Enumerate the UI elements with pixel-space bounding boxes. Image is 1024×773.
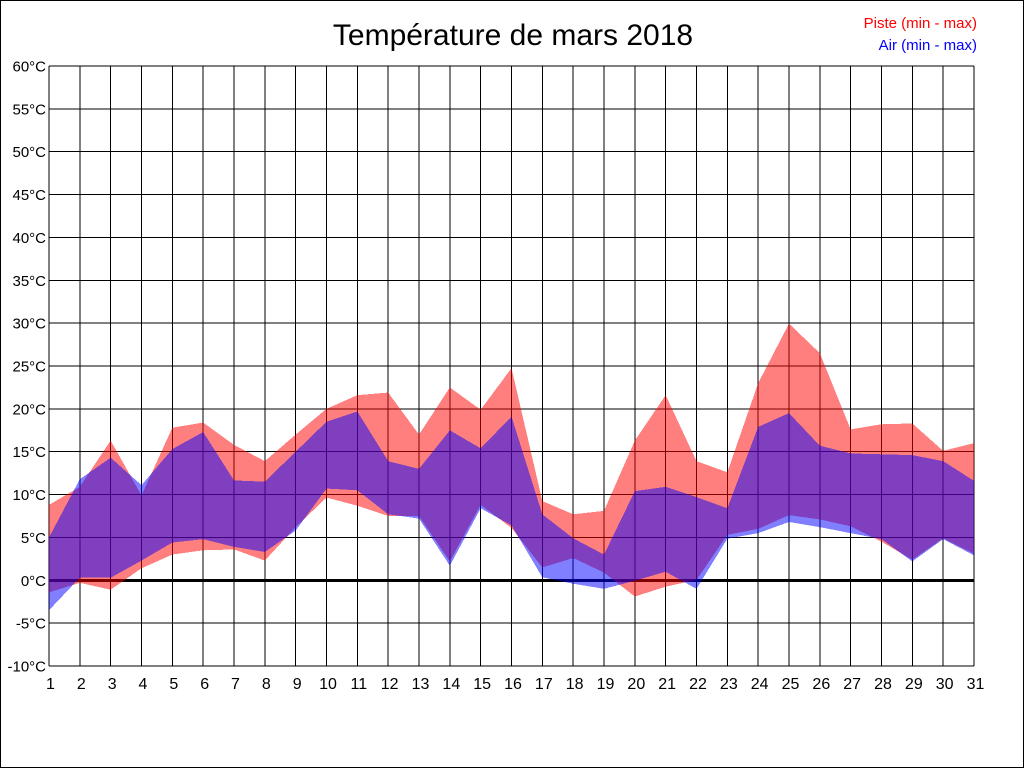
svg-text:31: 31 [967,676,985,693]
svg-text:Température de mars 2018: Température de mars 2018 [333,19,693,52]
svg-text:20°C: 20°C [12,401,46,418]
svg-text:2: 2 [77,676,86,693]
svg-text:20: 20 [627,676,645,693]
svg-text:Piste (min - max): Piste (min - max) [864,15,977,32]
svg-text:50°C: 50°C [12,144,46,161]
svg-text:30: 30 [936,676,954,693]
svg-text:5: 5 [169,676,178,693]
svg-text:5°C: 5°C [21,530,46,547]
svg-text:55°C: 55°C [12,101,46,118]
svg-text:45°C: 45°C [12,187,46,204]
svg-text:4: 4 [139,676,148,693]
svg-text:22: 22 [689,676,707,693]
svg-text:6: 6 [200,676,209,693]
svg-text:21: 21 [658,676,676,693]
svg-text:-5°C: -5°C [16,616,46,633]
svg-text:9: 9 [293,676,302,693]
svg-text:1: 1 [46,676,55,693]
svg-text:17: 17 [535,676,553,693]
svg-text:11: 11 [351,676,368,693]
svg-text:35°C: 35°C [12,273,46,290]
svg-text:15°C: 15°C [12,444,46,461]
svg-text:13: 13 [412,676,430,693]
svg-text:10: 10 [319,676,337,693]
svg-text:28: 28 [874,676,892,693]
svg-text:12: 12 [381,676,399,693]
svg-text:7: 7 [231,676,240,693]
svg-text:23: 23 [720,676,738,693]
svg-text:16: 16 [504,676,522,693]
svg-text:-10°C: -10°C [7,659,46,676]
svg-text:29: 29 [905,676,923,693]
svg-text:40°C: 40°C [12,230,46,247]
svg-text:Air (min - max): Air (min - max) [879,37,977,54]
svg-text:26: 26 [812,676,830,693]
svg-text:18: 18 [566,676,584,693]
svg-text:15: 15 [473,676,491,693]
svg-text:25°C: 25°C [12,359,46,376]
svg-text:19: 19 [597,676,615,693]
svg-text:10°C: 10°C [12,487,46,504]
svg-text:27: 27 [843,676,861,693]
svg-text:30°C: 30°C [12,316,46,333]
svg-text:8: 8 [262,676,271,693]
svg-text:3: 3 [108,676,117,693]
svg-text:0°C: 0°C [21,573,46,590]
svg-text:25: 25 [782,676,800,693]
svg-text:14: 14 [442,676,460,693]
svg-text:60°C: 60°C [12,59,46,76]
svg-text:24: 24 [751,676,769,693]
